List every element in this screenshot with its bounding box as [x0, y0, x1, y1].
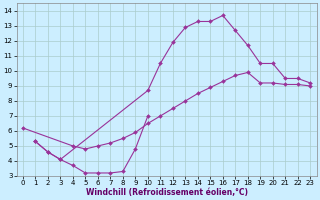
X-axis label: Windchill (Refroidissement éolien,°C): Windchill (Refroidissement éolien,°C) — [85, 188, 248, 197]
